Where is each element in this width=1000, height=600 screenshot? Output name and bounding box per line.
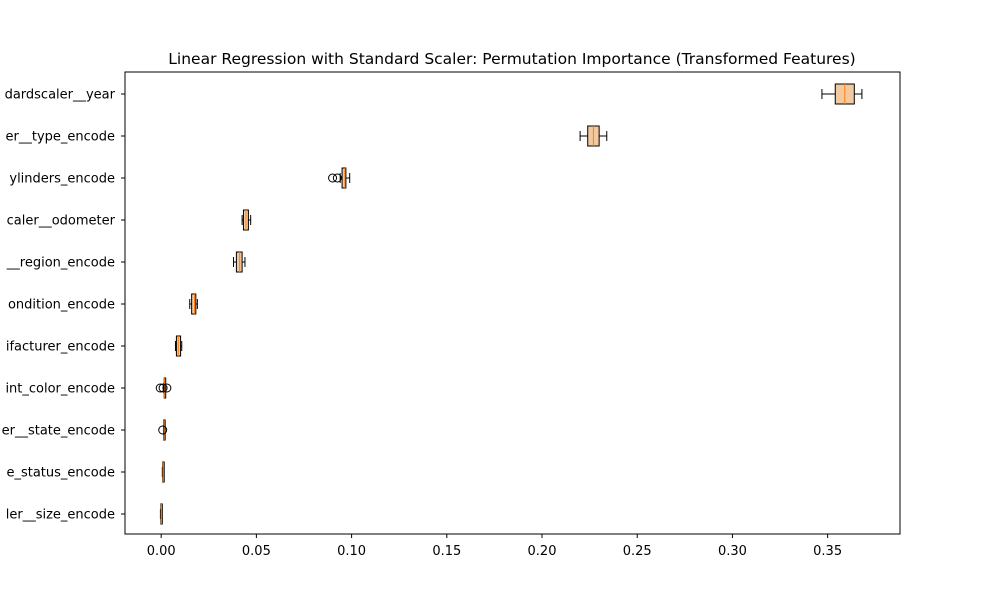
y-tick-label: ler__size_encode bbox=[6, 508, 115, 523]
y-tick-label: ylinders_encode bbox=[9, 172, 115, 187]
y-tick-label: dardscaler__year bbox=[5, 88, 116, 103]
y-axis: dardscaler__year er__type_encode ylinders_… bbox=[2, 88, 125, 523]
box-plot-item bbox=[174, 335, 183, 357]
box-plot-item bbox=[241, 209, 252, 231]
x-tick-label: 0.35 bbox=[813, 544, 842, 559]
y-tick-label: ifacturer_encode bbox=[6, 340, 115, 355]
x-tick-label: 0.25 bbox=[623, 544, 652, 559]
x-tick-label: 0.30 bbox=[718, 544, 747, 559]
outlier-point bbox=[332, 173, 342, 183]
box-plot-item bbox=[158, 419, 168, 441]
y-tick-label: int_color_encode bbox=[5, 382, 115, 397]
box-plot-item bbox=[189, 293, 198, 315]
y-tick-label: __region_encode bbox=[6, 256, 115, 271]
x-tick-label: 0.15 bbox=[432, 544, 461, 559]
x-tick-label: 0.05 bbox=[242, 544, 271, 559]
outlier-point bbox=[162, 383, 172, 393]
outlier-point bbox=[328, 173, 338, 183]
y-tick-label: er__state_encode bbox=[2, 424, 115, 439]
box-plot-item bbox=[159, 503, 163, 525]
plot-frame bbox=[124, 71, 901, 535]
box-plot-item bbox=[161, 461, 165, 483]
y-tick-label: ondition_encode bbox=[8, 298, 115, 313]
chart-title: Linear Regression with Standard Scaler: … bbox=[168, 50, 855, 68]
box-plot-item bbox=[233, 251, 246, 273]
x-tick-label: 0.00 bbox=[147, 544, 176, 559]
boxes-layer bbox=[155, 83, 863, 525]
x-tick-label: 0.20 bbox=[528, 544, 557, 559]
box-plot-item bbox=[155, 377, 172, 399]
box bbox=[341, 167, 347, 189]
box bbox=[191, 293, 197, 315]
box-plot-item bbox=[821, 83, 863, 105]
x-axis: 0.00 0.05 0.10 0.15 0.20 0.25 0.30 0.35 bbox=[147, 534, 842, 559]
outlier-point bbox=[158, 425, 168, 435]
y-tick-label: e_status_encode bbox=[6, 466, 115, 481]
box-plot-item bbox=[328, 167, 351, 189]
outlier-point bbox=[158, 383, 168, 393]
x-tick-label: 0.10 bbox=[337, 544, 366, 559]
outlier-point bbox=[155, 383, 165, 393]
y-tick-label: er__type_encode bbox=[6, 130, 115, 145]
y-tick-label: caler__odometer bbox=[7, 214, 116, 229]
box-plot-item bbox=[579, 125, 608, 147]
